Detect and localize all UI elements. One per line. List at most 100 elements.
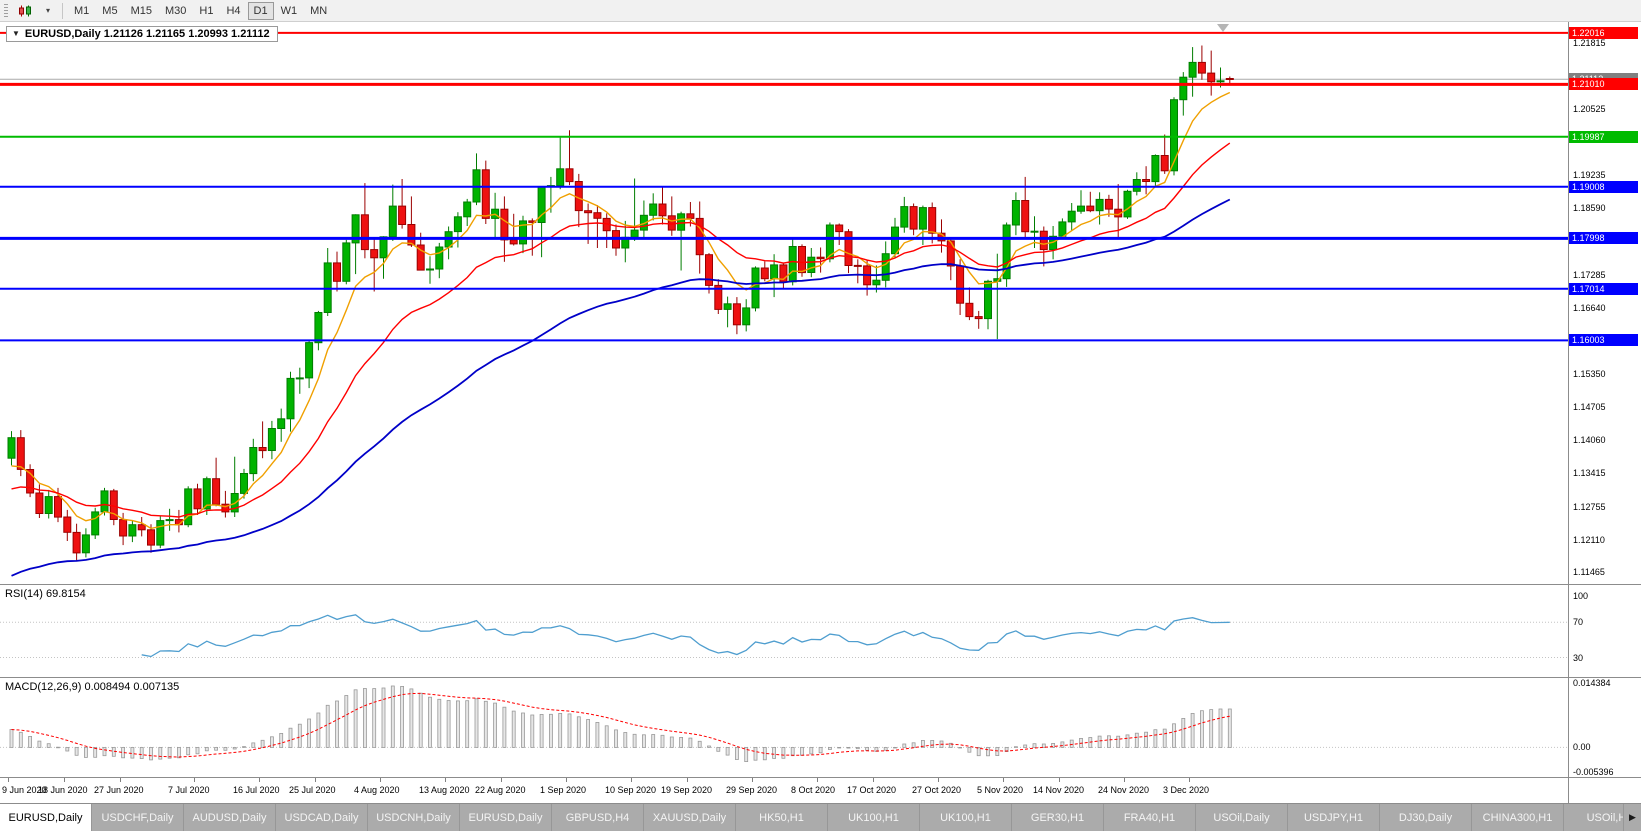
time-axis: 9 Jun 2020 18 Jun 2020 27 Jun 2020 7 Jul 20… (0, 777, 1641, 803)
price-axis-label: 1.19235 (1573, 170, 1606, 180)
rsi-chart[interactable] (0, 585, 1568, 677)
chart-tab-gbpusd-h4[interactable]: GBPUSD,H4 (552, 804, 644, 831)
chart-tab-eurusd-daily[interactable]: EURUSD,Daily (0, 804, 92, 831)
time-axis-tick (817, 778, 818, 782)
price-axis-label: 1.13415 (1573, 468, 1606, 478)
time-axis-tick (631, 778, 632, 782)
chart-caret-icon[interactable]: ▼ (12, 29, 20, 38)
time-axis-label: 22 Aug 2020 (475, 785, 526, 795)
time-axis-label: 10 Sep 2020 (605, 785, 657, 795)
time-axis-tick (8, 778, 9, 782)
price-axis-label: 1.15350 (1573, 369, 1606, 379)
time-axis-tick (687, 778, 688, 782)
time-axis-tick (380, 778, 381, 782)
macd-axis-label: 0.00 (1573, 742, 1591, 752)
time-axis-label: 3 Dec 2020 (1163, 785, 1210, 795)
time-axis-label: 19 Sep 2020 (661, 785, 713, 795)
price-axis-label: 1.17285 (1573, 270, 1606, 280)
price-line-badge: 1.17998 (1569, 232, 1638, 244)
rsi-axis-label: 100 (1573, 591, 1589, 601)
time-axis-label: 7 Jul 2020 (168, 785, 210, 795)
price-axis-label: 1.12755 (1573, 502, 1606, 512)
time-axis-label: 9 Jun 2020 (2, 785, 47, 795)
chart-tab-bar: ▶ EURUSD,Daily USDCHF,Daily AUDUSD,Daily US… (0, 803, 1641, 831)
chart-type-button[interactable] (12, 2, 39, 20)
chart-tab-audusd-daily[interactable]: AUDUSD,Daily (184, 804, 276, 831)
time-axis-tick (938, 778, 939, 782)
chart-tab-uk100-h1[interactable]: UK100,H1 (828, 804, 920, 831)
time-axis-label: 25 Jul 2020 (289, 785, 336, 795)
timeframe-button-m5[interactable]: M5 (96, 2, 123, 20)
chart-shift-marker (1217, 24, 1229, 32)
price-line-badge: 1.16003 (1569, 334, 1638, 346)
price-axis-label: 1.20525 (1573, 104, 1606, 114)
chart-tab-hk50-h1[interactable]: HK50,H1 (736, 804, 828, 831)
chart-tab-usoil-h1[interactable]: USOil,H1 (1564, 804, 1641, 831)
chart-tab-usdjpy-h1[interactable]: USDJPY,H1 (1288, 804, 1380, 831)
time-axis-label: 1 Sep 2020 (540, 785, 587, 795)
timeframe-button-w1[interactable]: W1 (275, 2, 304, 20)
time-axis-tick (752, 778, 753, 782)
chart-tab-xauusd-daily[interactable]: XAUUSD,Daily (644, 804, 736, 831)
timeframe-button-mn[interactable]: MN (304, 2, 333, 20)
main-chart-panel: 1.211121.220161.210101.199871.190081.179… (0, 22, 1641, 584)
price-line-badge: 1.17014 (1569, 283, 1638, 295)
rsi-axis: 100 70 30 (1568, 585, 1641, 677)
price-axis-label: 1.14060 (1573, 435, 1606, 445)
toolbar-separator (62, 2, 63, 19)
timeframe-button-h1[interactable]: H1 (193, 2, 219, 20)
toolbar-drag-handle[interactable] (4, 3, 8, 18)
price-line-badge: 1.21010 (1569, 78, 1638, 90)
time-axis-tick (315, 778, 316, 782)
chart-type-dropdown-icon[interactable]: ▾ (39, 2, 57, 20)
time-axis-label: 5 Nov 2020 (977, 785, 1024, 795)
time-axis-label: 13 Aug 2020 (419, 785, 470, 795)
timeframe-button-group: M1 M5 M15 M30 H1 H4 D1 W1 MN (68, 1, 333, 20)
time-axis-label: 17 Oct 2020 (847, 785, 897, 795)
price-axis-label: 1.11465 (1573, 567, 1605, 577)
chart-title: EURUSD,Daily 1.21126 1.21165 1.20993 1.2… (24, 28, 270, 40)
time-axis-tick (1189, 778, 1190, 782)
rsi-label: RSI(14) 69.8154 (5, 588, 86, 600)
chart-tab-usdchf-daily[interactable]: USDCHF,Daily (92, 804, 184, 831)
time-axis-tick (64, 778, 65, 782)
macd-label: MACD(12,26,9) 0.008494 0.007135 (5, 681, 180, 693)
time-axis-label: 16 Jul 2020 (233, 785, 280, 795)
tabs-scroll-right-icon[interactable]: ▶ (1623, 804, 1641, 831)
chart-tab-usdcad-daily[interactable]: USDCAD,Daily (276, 804, 368, 831)
time-axis-tick (259, 778, 260, 782)
time-axis-label: 14 Nov 2020 (1033, 785, 1085, 795)
chart-tab-usoil-daily[interactable]: USOil,Daily (1196, 804, 1288, 831)
time-axis-tick (1124, 778, 1125, 782)
chart-tab-china300-h1[interactable]: CHINA300,H1 (1472, 804, 1564, 831)
chart-tab-uk100-h1[interactable]: UK100,H1 (920, 804, 1012, 831)
timeframe-button-d1[interactable]: D1 (247, 1, 274, 20)
macd-axis-label: -0.005396 (1573, 767, 1614, 777)
chart-tab-fra40-h1[interactable]: FRA40,H1 (1104, 804, 1196, 831)
price-axis-label: 1.21815 (1573, 38, 1606, 48)
candlestick-chart-icon (19, 5, 31, 16)
candlestick-chart[interactable] (0, 22, 1568, 584)
time-axis-tick (1003, 778, 1004, 782)
chart-tab-usdcnh-daily[interactable]: USDCNH,Daily (368, 804, 460, 831)
rsi-axis-label: 30 (1573, 653, 1584, 663)
timeframes-toolbar: ▾ M1 M5 M15 M30 H1 H4 D1 W1 MN (0, 0, 1641, 22)
price-line-badge: 1.19987 (1569, 131, 1638, 143)
time-axis-label: 18 Jun 2020 (38, 785, 88, 795)
time-axis-label: 8 Oct 2020 (791, 785, 836, 795)
macd-indicator-panel: 0.014384 0.00 -0.005396 MACD(12,26,9) 0.00… (0, 677, 1641, 777)
macd-chart[interactable] (0, 678, 1568, 777)
timeframe-button-m30[interactable]: M30 (159, 2, 192, 20)
time-axis-tick (120, 778, 121, 782)
timeframe-button-h4[interactable]: H4 (220, 2, 246, 20)
time-axis-tick (445, 778, 446, 782)
price-line-badge: 1.19008 (1569, 181, 1638, 193)
chart-tab-dj30-daily[interactable]: DJ30,Daily (1380, 804, 1472, 831)
timeframe-button-m1[interactable]: M1 (68, 2, 95, 20)
price-line-badge: 1.22016 (1569, 27, 1638, 39)
chart-tab-eurusd-daily[interactable]: EURUSD,Daily (460, 804, 552, 831)
time-axis-corner (1568, 778, 1641, 803)
chart-tab-ger30-h1[interactable]: GER30,H1 (1012, 804, 1104, 831)
timeframe-button-m15[interactable]: M15 (125, 2, 158, 20)
